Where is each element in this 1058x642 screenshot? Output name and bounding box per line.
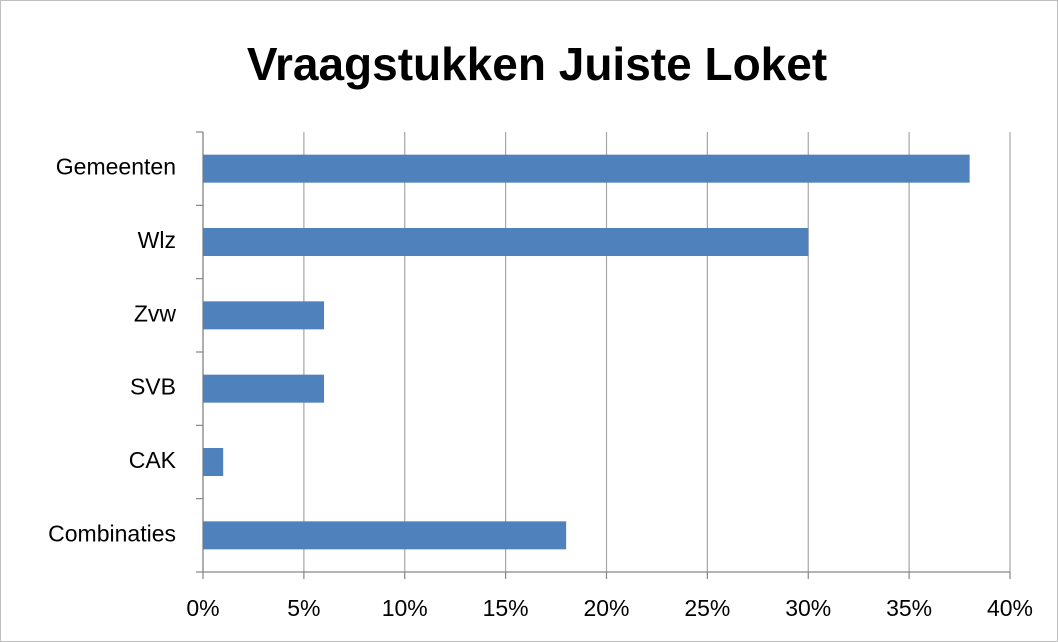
x-tick-label: 25%: [684, 595, 730, 621]
x-tick-label: 40%: [987, 595, 1033, 621]
y-tick-label: Zvw: [134, 300, 177, 326]
bar: [203, 448, 224, 476]
bar: [203, 521, 567, 550]
x-tick-label: 10%: [382, 595, 428, 621]
y-tick-label: CAK: [129, 447, 177, 473]
y-tick-label: Gemeenten: [56, 154, 176, 180]
x-tick-label: 15%: [483, 595, 529, 621]
y-tick-label: Wlz: [138, 227, 176, 253]
bar: [203, 228, 809, 256]
x-tick-label: 30%: [785, 595, 831, 621]
x-tick-label: 5%: [287, 595, 320, 621]
y-tick-label: Combinaties: [48, 520, 176, 546]
x-tick-label: 0%: [186, 595, 219, 621]
x-tick-label: 20%: [583, 595, 629, 621]
bar: [203, 154, 970, 183]
chart-title: Vraagstukken Juiste Loket: [247, 38, 827, 90]
y-tick-label: SVB: [130, 374, 176, 400]
bar: [203, 374, 325, 403]
x-tick-label: 35%: [886, 595, 932, 621]
bar: [203, 301, 325, 330]
